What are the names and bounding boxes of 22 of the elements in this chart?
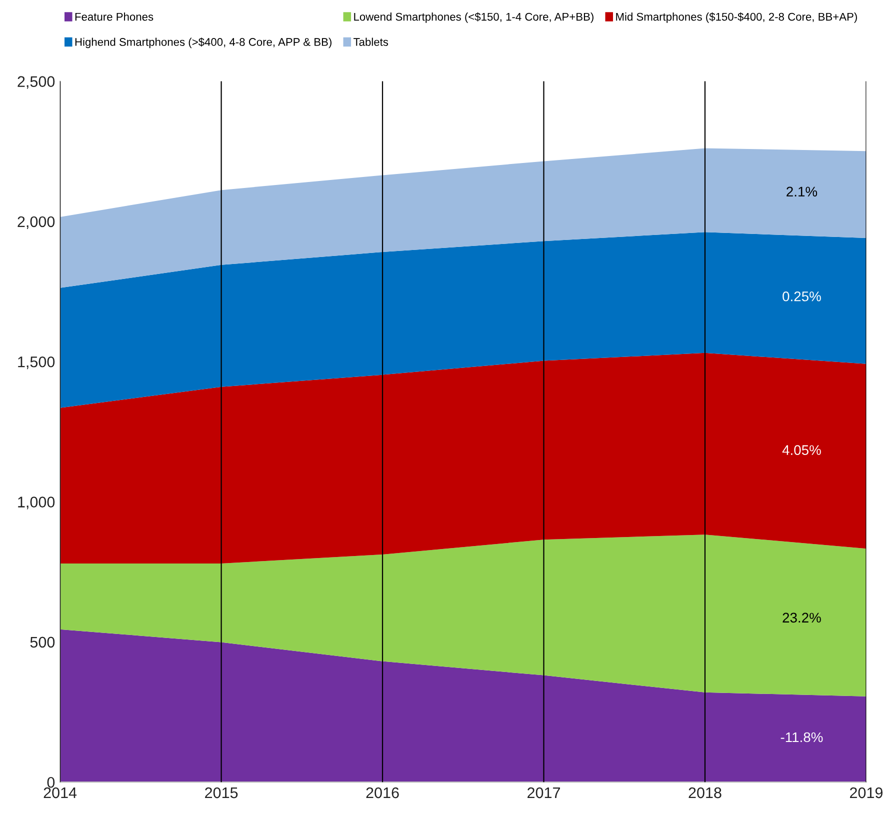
legend-label: Highend Smartphones (>$400, 4-8 Core, APP & BB) xyxy=(75,38,332,48)
x-tick-label: 2019 xyxy=(850,787,882,798)
legend-label: Tablets xyxy=(354,38,388,46)
legend-label: Feature Phones xyxy=(75,12,154,21)
annotation: 23.2% xyxy=(782,612,821,623)
annotation: 2.1% xyxy=(786,186,818,196)
y-tick-label: 500 xyxy=(30,636,55,648)
x-tick-label: 2014 xyxy=(44,787,77,798)
annotation: 4.05% xyxy=(782,445,821,455)
x-tick-label: 2016 xyxy=(366,787,399,798)
legend-label: Lowend Smartphones (<$150, 1-4 Core, AP+BB) xyxy=(354,12,594,23)
y-tick-label: 1,500 xyxy=(18,356,55,370)
y-tick-label: 2,500 xyxy=(18,76,55,89)
annotation: 0.25% xyxy=(782,291,821,302)
x-tick-label: 2015 xyxy=(205,787,238,798)
y-tick-label: 0 xyxy=(47,776,55,788)
y-tick-label: 2,000 xyxy=(18,216,55,229)
annotation: -11.8% xyxy=(780,732,823,742)
y-tick-label: 1,000 xyxy=(18,496,55,510)
x-tick-label: 2018 xyxy=(688,787,722,798)
legend-label: Mid Smartphones ($150-$400, 2-8 Core, BB+AP) xyxy=(616,12,857,23)
x-tick-label: 2017 xyxy=(528,787,560,798)
